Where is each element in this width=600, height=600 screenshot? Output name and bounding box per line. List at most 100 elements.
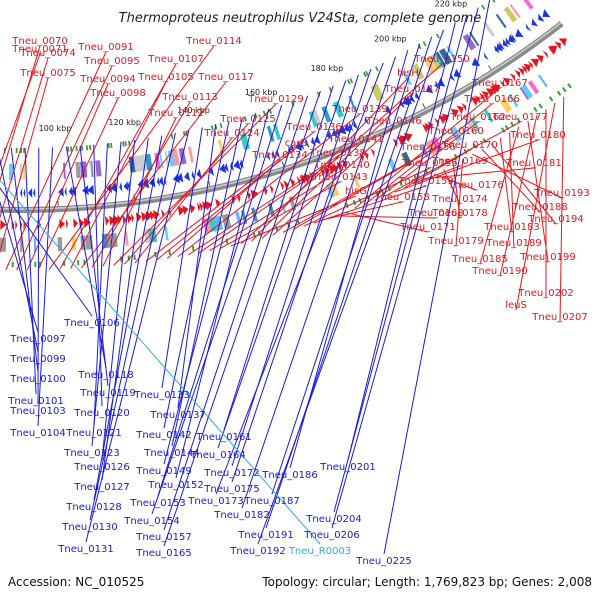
forward-gene [370, 148, 375, 158]
reverse-gene-label: Tneu_0186 [261, 470, 317, 481]
forward-gene-label: Tneu_0199 [519, 252, 575, 263]
reverse-gene-label-line [333, 15, 468, 513]
gc-mark [562, 87, 567, 93]
feature-block [90, 160, 94, 177]
reverse-gene-label: Tneu_0225 [355, 556, 411, 567]
forward-gene-label-line [344, 211, 429, 233]
forward-gene [15, 219, 18, 230]
reverse-gene-label: Tneu_0154 [123, 516, 179, 527]
gc-mark [85, 145, 89, 151]
genome-summary: Topology: circular; Length: 1,769,823 bp… [261, 575, 592, 589]
forward-gene-label-line [209, 169, 343, 252]
reverse-gene-label: Tneu_0165 [135, 548, 191, 559]
reverse-gene [511, 33, 517, 42]
reverse-gene-label: Tneu_0192 [229, 546, 285, 557]
reverse-gene [525, 23, 532, 32]
reverse-gene-label-line [223, 85, 334, 431]
feature-block [435, 51, 447, 67]
forward-gene-label: Tneu_0071 [11, 44, 67, 55]
reverse-gene-label-line [93, 144, 103, 407]
forward-gene [530, 58, 540, 68]
forward-gene [236, 193, 241, 203]
reverse-gene [450, 72, 456, 82]
forward-gene [481, 90, 489, 100]
forward-gene-label: Tneu_0193 [533, 188, 589, 199]
reverse-gene-label-line [24, 147, 37, 395]
forward-gene-label: Tneu_0178 [431, 208, 487, 219]
gc-mark [516, 117, 521, 123]
reverse-gene-label-line [163, 95, 309, 531]
forward-gene-label-line [313, 185, 427, 224]
forward-gene [182, 205, 189, 215]
gc-mark [219, 122, 223, 129]
reverse-gene-label-line [93, 143, 108, 427]
gc-mark [482, 138, 487, 144]
tick-label: 100 kbp [39, 124, 72, 133]
rna-gene-label-line [0, 179, 321, 545]
gc-mark [567, 83, 572, 89]
reverse-gene-label: Tneu_0123 [63, 448, 119, 459]
gc-mark [556, 90, 562, 96]
reverse-gene [483, 51, 490, 61]
forward-gene-label: Tneu_0107 [147, 54, 203, 65]
reverse-gene [326, 130, 333, 140]
reverse-gene-label-line [163, 90, 321, 547]
reverse-gene [494, 44, 500, 54]
forward-gene-label-line [324, 201, 403, 220]
feature-block [423, 56, 437, 74]
forward-gene-label: Tneu_0070 [11, 36, 67, 47]
tick-label: 180 kbp [311, 64, 344, 73]
forward-gene-label: Tneu_0181 [505, 158, 561, 169]
feature-block [462, 33, 477, 51]
reverse-gene-label: Tneu_0172 [203, 468, 259, 479]
forward-gene-label-line [230, 195, 357, 247]
reverse-gene-label: Tneu_0161 [195, 432, 251, 443]
forward-gene [109, 215, 115, 226]
reverse-gene-label-line [101, 137, 149, 481]
feature-block [483, 109, 494, 123]
feature-block [503, 6, 518, 23]
reverse-gene [158, 176, 164, 186]
feature-block [523, 0, 534, 10]
forward-gene-label: Tneu_0163 [407, 208, 463, 219]
reverse-gene [538, 13, 545, 22]
forward-gene-label: Tneu_0188 [511, 202, 567, 213]
forward-gene-label: Tneu_0091 [77, 42, 133, 53]
forward-gene-label-line [80, 81, 227, 269]
forward-gene-label-line [0, 77, 49, 254]
reverse-gene-label: Tneu_0126 [73, 462, 129, 473]
reverse-gene [305, 138, 310, 149]
forward-gene-label: Tneu_0194 [527, 214, 583, 225]
feature-block [20, 237, 23, 252]
forward-gene [177, 205, 186, 216]
reverse-gene-label: Tneu_0157 [135, 532, 191, 543]
forward-gene-label: Tneu_0075 [19, 68, 75, 79]
tick-label: 200 kbp [374, 34, 407, 43]
reverse-gene-label-line [383, 0, 491, 555]
feature-block [373, 83, 385, 100]
forward-gene-label-line [374, 121, 479, 201]
feature-block [432, 136, 443, 152]
forward-gene-label-line [48, 45, 215, 270]
forward-gene [130, 213, 134, 223]
forward-gene-label: Tneu_0202 [517, 288, 573, 299]
reverse-gene-label-line [171, 117, 243, 447]
reverse-gene [515, 28, 524, 38]
reverse-gene-label: Tneu_0097 [9, 334, 65, 345]
tick-mark [208, 181, 211, 187]
forward-gene [461, 102, 467, 112]
reverse-gene-label: Tneu_0104 [9, 428, 65, 439]
forward-gene-label: Tneu_0180 [509, 130, 565, 141]
feature-block [202, 218, 209, 234]
reverse-gene-label-line [347, 22, 456, 461]
forward-gene-label: carB [285, 138, 308, 149]
reverse-gene [343, 123, 351, 133]
reverse-gene-label: Tneu_0106 [63, 318, 119, 329]
reverse-gene-label: Tneu_0164 [189, 450, 245, 461]
forward-gene-label: Tneu_0143 [311, 172, 367, 183]
gc-mark [275, 225, 279, 232]
forward-gene-label: Tneu_0125 [219, 114, 275, 125]
gc-mark [34, 261, 37, 267]
gc-mark [375, 66, 379, 72]
feature-block [508, 94, 519, 107]
